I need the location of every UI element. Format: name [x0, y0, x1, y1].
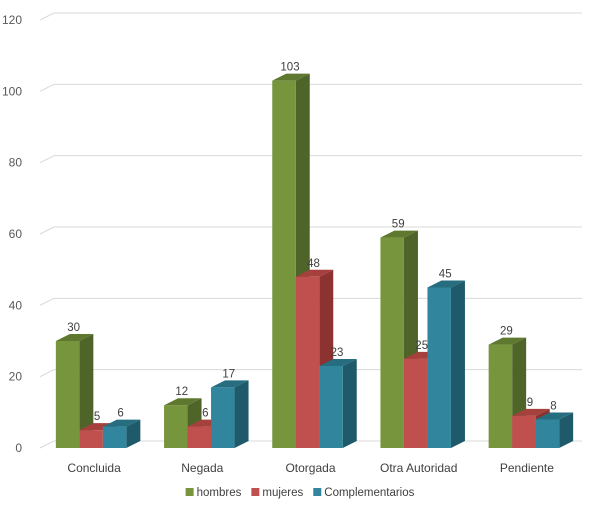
- data-label: 23: [331, 347, 344, 359]
- category-label-negada: Negada: [181, 461, 223, 475]
- legend-label: Complementarios: [324, 487, 414, 499]
- bar-hombres-pendiente: [488, 337, 527, 448]
- y-axis: 0 20 40 60 80 100 120: [2, 13, 22, 455]
- bar-front: [102, 426, 127, 448]
- bar-top: [102, 419, 141, 427]
- bar-hombres-concluida: [55, 334, 94, 448]
- legend-item-complementarios: Complementarios: [313, 487, 415, 499]
- bar-front: [187, 426, 212, 448]
- bar-front: [512, 415, 536, 448]
- data-label: 30: [67, 322, 80, 334]
- category-label-otra-autoridad: Otra Autoridad: [380, 461, 457, 475]
- bar-side: [559, 412, 574, 448]
- bar-front: [295, 276, 320, 448]
- bar-front: [55, 341, 80, 448]
- gridline-diagonal: [39, 226, 55, 235]
- legend-item-hombres: hombres: [185, 487, 242, 499]
- bar-top: [272, 73, 310, 81]
- bar-front: [319, 365, 343, 448]
- data-label: 25: [415, 340, 428, 352]
- bar-top: [535, 412, 574, 420]
- bar-front: [272, 80, 296, 448]
- data-label: 48: [307, 258, 320, 270]
- bar-front: [164, 405, 188, 448]
- bar-top: [55, 334, 94, 341]
- legend-swatch: [313, 488, 322, 496]
- data-label: 6: [117, 408, 123, 420]
- y-tick-label: 20: [9, 370, 23, 384]
- bar-complementarios-otorgada: [319, 358, 357, 448]
- bar-front: [488, 344, 513, 448]
- bar-front: [403, 358, 428, 448]
- bar-top: [380, 230, 418, 238]
- data-label: 9: [527, 397, 533, 409]
- bar-top: [427, 280, 465, 288]
- y-tick-label: 100: [2, 84, 22, 98]
- bar-front: [535, 419, 560, 448]
- bar-side: [126, 419, 141, 448]
- data-label: 12: [175, 386, 188, 398]
- category-label-concluida: Concluida: [67, 461, 121, 475]
- bar-top: [319, 358, 357, 366]
- bar-complementarios-pendiente: [535, 412, 574, 448]
- legend-swatch: [185, 488, 194, 496]
- bar-complementarios-concluida: [102, 419, 141, 448]
- bar-top: [488, 337, 527, 345]
- bar-front: [79, 430, 103, 448]
- category-label-otorgada: Otorgada: [285, 461, 335, 475]
- bar-front: [427, 287, 451, 448]
- data-label: 6: [202, 408, 208, 420]
- x-axis: Concluida Negada Otorgada Otra Autoridad Pen…: [67, 461, 554, 475]
- data-labels: 30 5 6 12 6 17 103 48 23 59 25 45 29 9 8: [67, 62, 556, 424]
- data-label: 29: [500, 326, 513, 338]
- bar-side: [450, 280, 465, 448]
- data-label: 103: [280, 62, 299, 74]
- gridline-diagonal: [39, 440, 55, 449]
- bar-top: [512, 408, 550, 416]
- gridline-diagonal: [39, 155, 55, 164]
- bar-side: [342, 358, 357, 448]
- bar-side: [234, 380, 249, 448]
- legend-label: hombres: [197, 487, 242, 499]
- bar-complementarios-negada: [211, 380, 249, 448]
- gridline-diagonal: [39, 369, 55, 378]
- bar-top: [295, 269, 334, 277]
- y-tick-label: 120: [2, 13, 22, 27]
- y-tick-label: 60: [9, 227, 23, 241]
- bar-top: [164, 398, 202, 406]
- bar-top: [211, 380, 249, 388]
- y-tick-label: 80: [9, 156, 23, 170]
- data-label: 8: [550, 400, 556, 412]
- legend-label: mujeres: [262, 487, 303, 499]
- bars: [55, 73, 574, 448]
- legend-swatch: [251, 488, 260, 496]
- data-label: 59: [392, 219, 405, 231]
- data-label: 45: [439, 269, 452, 281]
- gridline-diagonal: [39, 297, 55, 306]
- bar-side: [79, 334, 94, 448]
- data-label: 17: [222, 368, 235, 380]
- bar-complementarios-otra-autoridad: [427, 280, 465, 448]
- y-tick-label: 40: [9, 298, 23, 312]
- category-label-pendiente: Pendiente: [500, 461, 554, 475]
- legend-item-mujeres: mujeres: [251, 487, 304, 499]
- data-label: 5: [94, 411, 100, 423]
- bar-front: [211, 387, 235, 448]
- gridline-diagonal: [39, 83, 55, 92]
- legend: hombres mujeres Complementarios: [185, 487, 415, 499]
- bar-front: [380, 237, 404, 448]
- y-tick-label: 0: [15, 441, 22, 455]
- gridline-diagonal: [39, 12, 55, 21]
